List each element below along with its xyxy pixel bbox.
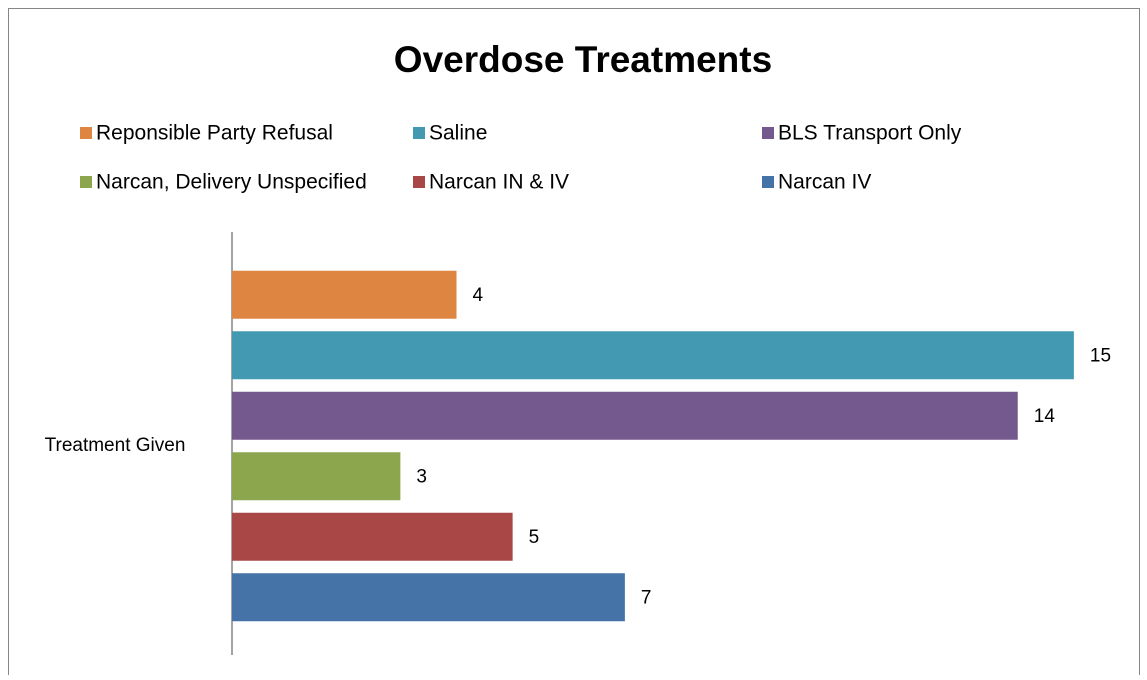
legend-label: Narcan, Delivery Unspecified xyxy=(96,171,367,194)
bar xyxy=(232,573,625,622)
legend-label: Narcan IN & IV xyxy=(429,171,569,194)
legend-swatch xyxy=(413,127,425,139)
data-label: 14 xyxy=(1034,406,1056,427)
legend-swatch xyxy=(80,176,92,188)
legend-label: Saline xyxy=(429,122,487,145)
legend-label: BLS Transport Only xyxy=(778,122,962,145)
bar xyxy=(232,512,513,561)
data-label: 3 xyxy=(416,466,427,487)
data-label: 5 xyxy=(529,527,540,548)
bar xyxy=(232,452,401,501)
bar xyxy=(232,391,1018,440)
legend-swatch xyxy=(413,176,425,188)
bar xyxy=(232,270,457,319)
legend-swatch xyxy=(762,127,774,139)
legend-swatch xyxy=(80,127,92,139)
data-label: 15 xyxy=(1090,345,1111,366)
legend-label: Narcan IV xyxy=(778,171,871,194)
bar xyxy=(232,331,1074,380)
legend-swatch xyxy=(762,176,774,188)
data-label: 4 xyxy=(473,285,484,306)
y-tick-label: Treatment Given xyxy=(45,435,186,456)
legend-label: Reponsible Party Refusal xyxy=(96,122,333,145)
data-label: 7 xyxy=(641,587,652,608)
chart-title: Overdose Treatments xyxy=(394,39,772,80)
